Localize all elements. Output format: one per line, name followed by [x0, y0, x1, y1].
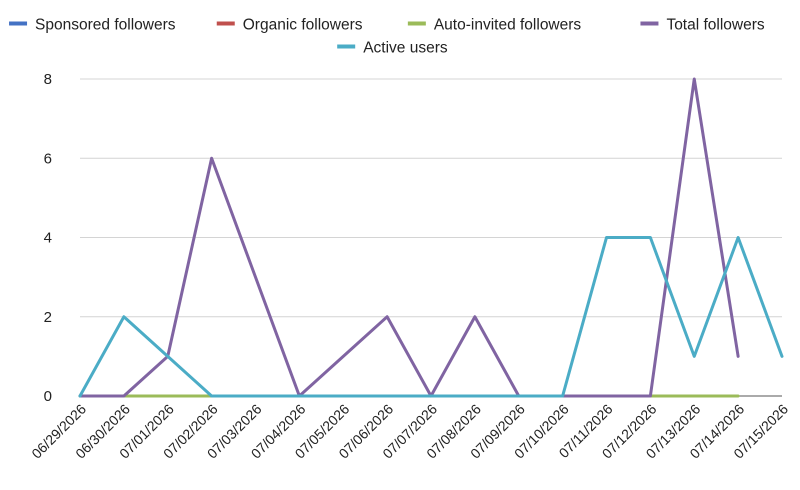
- series-group: [78, 77, 784, 398]
- y-tick-label-2: 2: [44, 309, 52, 326]
- legend-item-sponsored-followers: Sponsored followers: [9, 17, 176, 34]
- data-point-active-users-14: [693, 355, 696, 358]
- legend-label-auto-invited-followers: Auto-invited followers: [434, 17, 582, 34]
- series-active-users: [78, 236, 784, 398]
- data-point-active-users-9: [473, 395, 476, 398]
- y-tick-label-0: 0: [44, 388, 52, 405]
- data-point-active-users-11: [561, 395, 564, 398]
- legend-swatch-auto-invited-followers: [407, 21, 426, 26]
- data-point-total-followers-7: [386, 315, 389, 318]
- data-point-total-followers-13: [649, 395, 652, 398]
- data-point-active-users-5: [298, 395, 301, 398]
- data-point-active-users-10: [517, 395, 520, 398]
- legend-swatch-organic-followers: [216, 21, 235, 26]
- data-point-total-followers-14: [693, 78, 696, 81]
- legend-label-organic-followers: Organic followers: [243, 17, 363, 34]
- data-point-active-users-16: [781, 355, 784, 358]
- data-point-active-users-15: [737, 236, 740, 239]
- data-point-auto-invited-followers-2: [166, 395, 169, 398]
- y-tick-label-8: 8: [44, 71, 52, 88]
- gridlines: [80, 78, 782, 397]
- legend-label-sponsored-followers: Sponsored followers: [35, 17, 176, 34]
- data-point-active-users-3: [210, 395, 213, 398]
- legend-item-organic-followers: Organic followers: [216, 17, 363, 34]
- series-line-total-followers: [78, 77, 740, 398]
- legend-swatch-active-users: [337, 44, 356, 49]
- data-point-auto-invited-followers-14: [693, 395, 696, 398]
- data-point-total-followers-9: [473, 315, 476, 318]
- data-point-auto-invited-followers-15: [737, 395, 740, 398]
- y-tick-label-4: 4: [44, 230, 52, 247]
- data-point-active-users-12: [605, 236, 608, 239]
- y-axis: 0 2 4 6 8: [44, 71, 52, 405]
- data-point-active-users-4: [254, 395, 257, 398]
- legend-swatch-sponsored-followers: [9, 21, 28, 26]
- data-point-total-followers-1: [122, 395, 125, 398]
- legend-item-auto-invited-followers: Auto-invited followers: [407, 17, 582, 34]
- legend-label-active-users: Active users: [363, 40, 448, 57]
- data-point-active-users-0: [79, 395, 82, 398]
- legend-item-active-users: Active users: [337, 40, 448, 57]
- data-point-active-users-6: [342, 395, 345, 398]
- legend-label-total-followers: Total followers: [666, 17, 764, 34]
- series-line-active-users: [78, 236, 784, 398]
- legend-swatch-total-followers: [640, 21, 659, 26]
- legend-item-total-followers: Total followers: [640, 17, 765, 34]
- series-total-followers: [78, 77, 740, 398]
- data-point-active-users-7: [386, 395, 389, 398]
- data-point-active-users-13: [649, 236, 652, 239]
- data-point-total-followers-12: [605, 395, 608, 398]
- data-point-active-users-2: [166, 355, 169, 358]
- data-point-active-users-8: [430, 395, 433, 398]
- data-point-total-followers-4: [254, 276, 257, 279]
- y-tick-label-6: 6: [44, 150, 52, 167]
- data-point-total-followers-15: [737, 355, 740, 358]
- legend: Sponsored followers Organic followers Auto…: [9, 17, 765, 57]
- data-point-total-followers-6: [342, 355, 345, 358]
- data-point-total-followers-3: [210, 157, 213, 160]
- data-point-active-users-1: [122, 315, 125, 318]
- x-axis: 06/29/202606/30/202607/01/202607/02/2026…: [28, 401, 791, 462]
